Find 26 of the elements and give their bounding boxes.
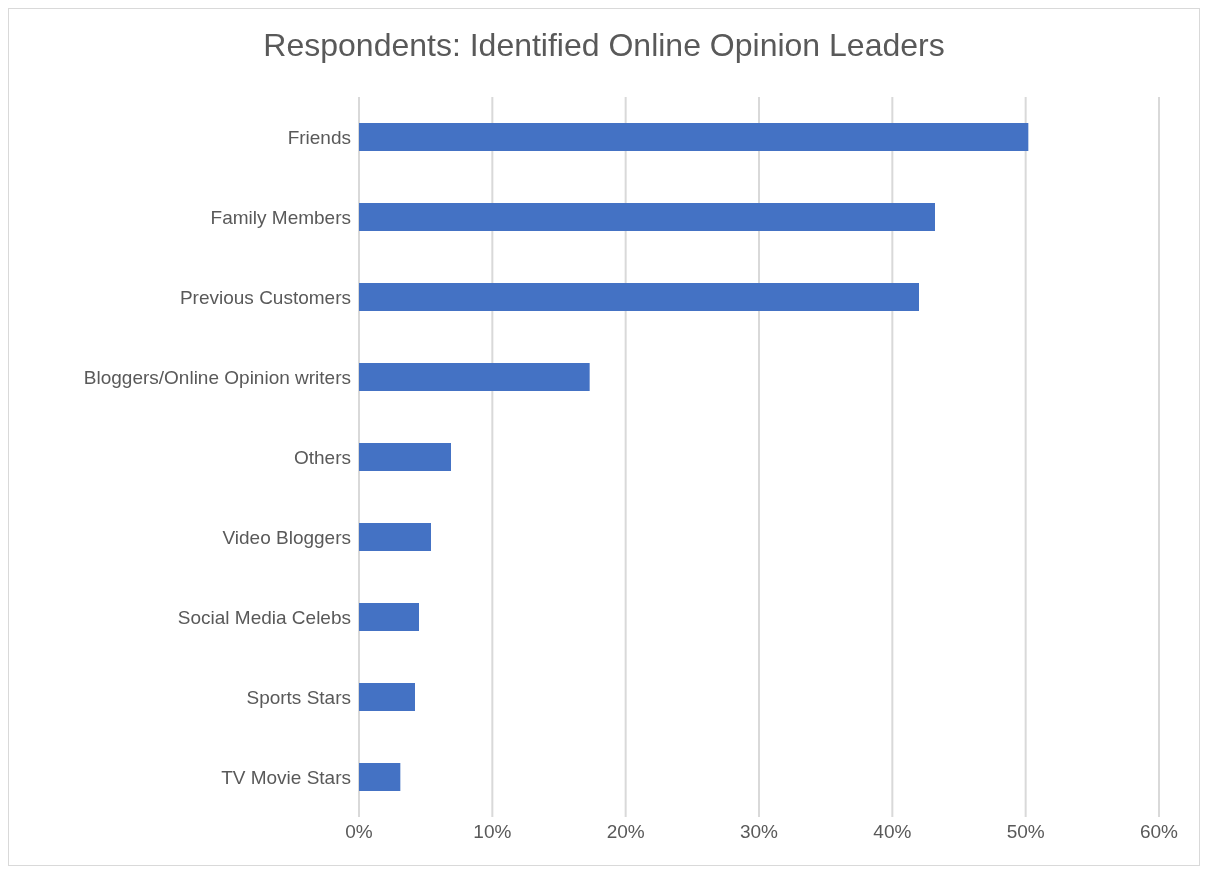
bar	[359, 203, 935, 231]
chart-title: Respondents: Identified Online Opinion Leaders	[262, 26, 946, 65]
x-tick-label: 0%	[345, 821, 373, 843]
bar	[359, 603, 419, 631]
y-tick-label: Video Bloggers	[222, 526, 351, 548]
bar	[359, 523, 431, 551]
y-tick-label: Bloggers/Online Opinion writers	[83, 366, 351, 388]
x-tick-label: 10%	[473, 821, 512, 843]
bar	[359, 683, 415, 711]
bar	[359, 123, 1029, 151]
bar	[359, 763, 401, 791]
y-tick-label: TV Movie Stars	[221, 766, 351, 788]
x-tick-label: 60%	[1139, 821, 1179, 843]
bar	[359, 283, 919, 311]
x-tick-label: 40%	[873, 821, 912, 843]
y-tick-label: Previous Customers	[179, 286, 351, 308]
y-tick-label: Social Media Celebs	[177, 606, 351, 628]
x-tick-label: 20%	[606, 821, 645, 843]
y-tick-label: Others	[293, 446, 351, 468]
y-tick-label: Family Members	[210, 206, 351, 228]
x-tick-label: 30%	[739, 821, 779, 843]
bar	[359, 443, 451, 471]
y-tick-label: Sports Stars	[246, 686, 351, 708]
y-tick-label: Friends	[287, 126, 351, 148]
x-tick-label: 50%	[1006, 821, 1045, 843]
bar	[359, 363, 590, 391]
